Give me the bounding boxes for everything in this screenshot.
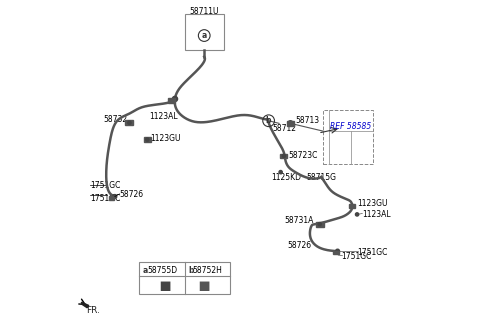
- Text: 1751GC: 1751GC: [90, 181, 120, 190]
- Text: REF 58585: REF 58585: [330, 122, 371, 131]
- Circle shape: [172, 96, 178, 102]
- Bar: [280, 154, 288, 158]
- Text: a: a: [202, 31, 207, 40]
- Text: 58712: 58712: [273, 124, 297, 133]
- Text: 1123AL: 1123AL: [149, 112, 178, 121]
- Circle shape: [356, 213, 359, 216]
- Text: 58731A: 58731A: [285, 216, 314, 225]
- Bar: [316, 222, 324, 227]
- Text: 58726: 58726: [120, 190, 144, 199]
- Circle shape: [113, 195, 117, 198]
- Circle shape: [128, 121, 131, 124]
- Text: 58752H: 58752H: [193, 266, 223, 275]
- Text: 58755D: 58755D: [147, 266, 178, 275]
- Text: FR.: FR.: [86, 306, 100, 315]
- Text: ▪: ▪: [158, 277, 172, 296]
- Bar: [168, 98, 175, 103]
- Text: b: b: [188, 266, 193, 275]
- Text: 1123GU: 1123GU: [151, 134, 181, 143]
- Polygon shape: [81, 302, 89, 308]
- Text: a: a: [143, 266, 148, 275]
- Text: ▪: ▪: [198, 277, 211, 296]
- Bar: [333, 251, 339, 255]
- Text: 58711U: 58711U: [190, 7, 219, 16]
- Text: 1751GC: 1751GC: [357, 248, 387, 257]
- Circle shape: [279, 171, 282, 174]
- Text: 58726: 58726: [288, 241, 312, 251]
- Text: b: b: [266, 116, 271, 125]
- Bar: [125, 120, 133, 125]
- Circle shape: [336, 249, 339, 253]
- Bar: [287, 121, 294, 126]
- Text: 1123AL: 1123AL: [362, 210, 391, 219]
- Circle shape: [318, 222, 321, 226]
- Text: 58732: 58732: [104, 115, 128, 124]
- Text: 58713: 58713: [295, 115, 319, 125]
- Bar: [108, 196, 114, 200]
- Text: 1125KD: 1125KD: [271, 173, 301, 181]
- Circle shape: [350, 204, 354, 208]
- Text: 58715G: 58715G: [307, 173, 336, 181]
- Circle shape: [282, 154, 286, 157]
- Bar: [144, 137, 151, 142]
- Bar: [349, 204, 356, 208]
- Text: 58723C: 58723C: [288, 151, 317, 160]
- Circle shape: [146, 138, 149, 141]
- Circle shape: [288, 121, 293, 126]
- Text: 1123GU: 1123GU: [357, 199, 387, 208]
- Text: 1751GC: 1751GC: [341, 252, 371, 261]
- Text: 1751GC: 1751GC: [90, 194, 120, 203]
